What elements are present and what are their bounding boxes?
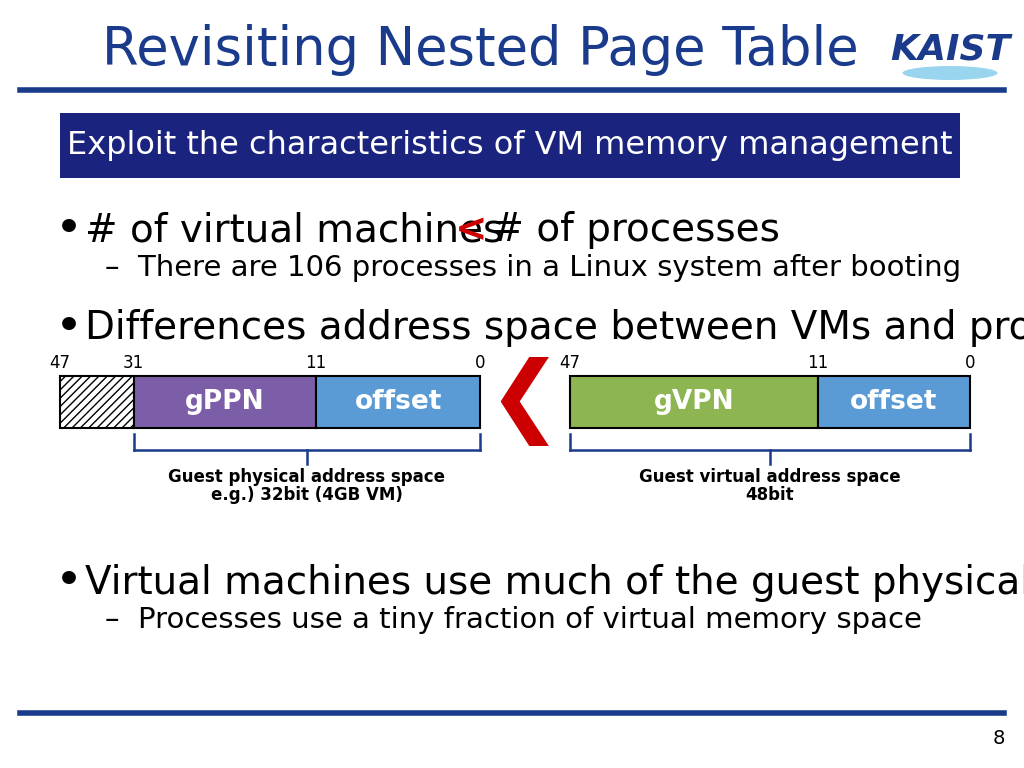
Text: gVPN: gVPN	[653, 389, 734, 415]
Text: e.g.) 32bit (4GB VM): e.g.) 32bit (4GB VM)	[211, 486, 402, 504]
Text: offset: offset	[354, 389, 441, 415]
Text: KAIST: KAIST	[890, 33, 1010, 67]
Bar	[60, 376, 133, 428]
Text: # of processes: # of processes	[479, 211, 780, 249]
Text: •: •	[55, 561, 83, 605]
Text: 31: 31	[123, 354, 144, 372]
Text: 11: 11	[305, 354, 327, 372]
Bar	[570, 376, 818, 428]
Text: 0: 0	[965, 354, 975, 372]
Text: Revisiting Nested Page Table: Revisiting Nested Page Table	[101, 24, 858, 76]
Text: Guest physical address space: Guest physical address space	[168, 468, 445, 486]
Bar	[316, 376, 480, 428]
Text: 48bit: 48bit	[745, 486, 795, 504]
Text: gPPN: gPPN	[185, 389, 264, 415]
Text: –  There are 106 processes in a Linux system after booting: – There are 106 processes in a Linux sys…	[105, 254, 962, 282]
Bar	[60, 113, 961, 178]
Bar	[818, 376, 970, 428]
Text: ❮: ❮	[487, 357, 562, 446]
Text: –  Processes use a tiny fraction of virtual memory space: – Processes use a tiny fraction of virtu…	[105, 606, 922, 634]
Text: 8: 8	[992, 729, 1005, 747]
Text: •: •	[55, 306, 83, 350]
Text: 0: 0	[475, 354, 485, 372]
Text: 47: 47	[49, 354, 71, 372]
Ellipse shape	[902, 66, 997, 80]
Text: offset: offset	[850, 389, 938, 415]
Bar	[133, 376, 316, 428]
Text: 47: 47	[559, 354, 581, 372]
Text: Guest virtual address space: Guest virtual address space	[639, 468, 901, 486]
Text: Exploit the characteristics of VM memory management: Exploit the characteristics of VM memory…	[68, 130, 952, 161]
Text: 11: 11	[807, 354, 828, 372]
Text: •: •	[55, 207, 83, 253]
Text: Virtual machines use much of the guest physical memory: Virtual machines use much of the guest p…	[85, 564, 1024, 602]
Text: Differences address space between VMs and processes: Differences address space between VMs an…	[85, 309, 1024, 347]
Text: # of virtual machines: # of virtual machines	[85, 211, 516, 249]
Text: <: <	[455, 211, 487, 249]
